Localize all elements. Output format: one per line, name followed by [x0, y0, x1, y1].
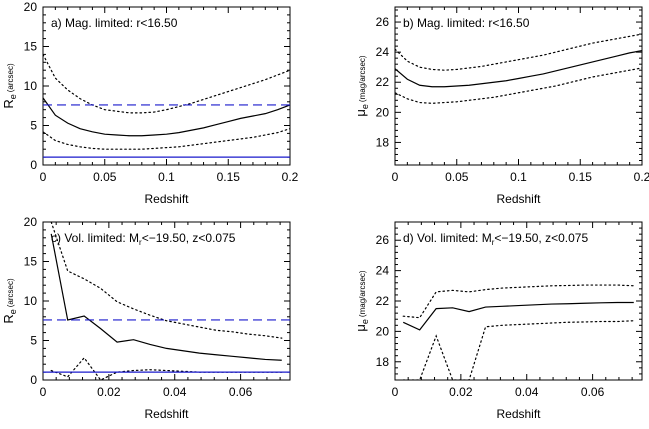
panel-label-main: c) Vol. limited: M: [51, 231, 139, 245]
x-tick-label: 0.2: [634, 170, 649, 184]
y-tick-label: 15: [24, 255, 38, 269]
y-tick-label: 0: [30, 158, 37, 172]
x-axis-label: Redshift: [496, 192, 541, 206]
x-tick-label: 0.2: [282, 170, 299, 184]
panel-label: c) Vol. limited: Mr<−19.50, z<0.075: [51, 231, 236, 247]
plot-frame: [394, 6, 643, 166]
x-tick-label: 0.06: [229, 385, 253, 399]
x-tick-label: 0.02: [97, 385, 121, 399]
y-tick-label: 20: [24, 0, 38, 14]
x-tick-label: 0.1: [158, 170, 175, 184]
panel-label: b) Mag. limited: r<16.50: [403, 16, 530, 30]
x-tick-label: 0: [40, 170, 47, 184]
percentile-dotted-line: [395, 33, 642, 71]
x-tick-label: 0.05: [93, 170, 117, 184]
panel-label: a) Mag. limited: r<16.50: [51, 16, 178, 30]
x-axis-label: Redshift: [144, 407, 189, 421]
y-tick-label: 15: [24, 40, 38, 54]
percentile-dotted-line: [50, 222, 283, 339]
y-axis-label: μe(mag/arcsec): [353, 55, 370, 117]
x-axis-label: Redshift: [496, 407, 541, 421]
panel-c: 0 0.02 0.04 0.06 0 5 10 15 20 Redshift Re(arcsec) c…: [1, 215, 291, 421]
panel-label: d) Vol. limited: Mr<−19.50, z<0.075: [403, 231, 588, 247]
y-tick-label: 22: [376, 75, 390, 89]
y-tick-label: 22: [376, 294, 390, 308]
series-group: [43, 53, 290, 158]
series-group: [402, 284, 635, 380]
y-axis-label: Re(arcsec): [1, 63, 18, 109]
y-tick-label: 18: [376, 355, 390, 369]
x-tick-label: 0: [40, 385, 47, 399]
plot-frame: [394, 221, 643, 381]
series-group: [395, 33, 642, 104]
panel-label-sub: r: [139, 238, 142, 247]
y-tick-label: 5: [30, 334, 37, 348]
median-solid-line: [50, 233, 282, 361]
x-tick-label: 0.1: [510, 170, 527, 184]
x-tick-label: 0.04: [163, 385, 187, 399]
panel-b: 0 0.05 0.1 0.15 0.2 18 20 22 24 26 Redshift μe(mag/…: [353, 6, 649, 206]
panel-label-sub: r: [492, 238, 495, 247]
percentile-dotted-line: [402, 320, 635, 380]
panel-label-rest: <−19.50, z<0.075: [142, 231, 236, 245]
y-tick-label: 0: [30, 373, 37, 387]
y-tick-label: 26: [376, 15, 390, 29]
plot-frame: [42, 6, 291, 166]
y-tick-label: 20: [376, 105, 390, 119]
panel-label-main: d) Vol. limited: M: [403, 231, 492, 245]
plot-frame: [42, 221, 291, 381]
y-tick-label: 10: [24, 294, 38, 308]
median-solid-line: [43, 97, 290, 137]
y-tick-label: 24: [376, 264, 390, 278]
y-tick-label: 24: [376, 45, 390, 59]
percentile-dotted-line: [402, 284, 635, 319]
y-axis-label: μe(mag/arcsec): [353, 270, 370, 332]
x-tick-label: 0.04: [515, 385, 539, 399]
median-solid-line: [402, 301, 634, 331]
x-tick-label: 0.02: [449, 385, 473, 399]
y-tick-label: 5: [30, 119, 37, 133]
x-tick-label: 0.06: [581, 385, 605, 399]
percentile-dotted-line: [395, 67, 642, 104]
x-tick-label: 0.15: [217, 170, 241, 184]
panel-a: 0 0.05 0.1 0.15 0.2 0 5 10 15 20 Redshift Re(arcsec…: [1, 0, 299, 206]
y-tick-label: 26: [376, 233, 390, 247]
x-tick-label: 0: [392, 385, 399, 399]
x-tick-label: 0.15: [569, 170, 593, 184]
x-tick-label: 0.05: [445, 170, 469, 184]
y-tick-label: 20: [24, 215, 38, 229]
panel-label-rest: <−19.50, z<0.075: [494, 231, 588, 245]
y-axis-label: Re(arcsec): [1, 278, 18, 324]
y-tick-label: 18: [376, 135, 390, 149]
y-tick-label: 20: [376, 324, 390, 338]
x-axis-label: Redshift: [144, 192, 189, 206]
panel-d: 0 0.02 0.04 0.06 18 20 22 24 26 Redshift μe(mag/ar…: [353, 221, 643, 421]
percentile-dotted-line: [43, 128, 290, 150]
y-tick-label: 10: [24, 79, 38, 93]
percentile-dotted-line: [43, 53, 290, 114]
median-solid-line: [395, 50, 642, 88]
series-group: [43, 222, 290, 380]
x-tick-label: 0: [392, 170, 399, 184]
percentile-dotted-line: [50, 356, 283, 380]
